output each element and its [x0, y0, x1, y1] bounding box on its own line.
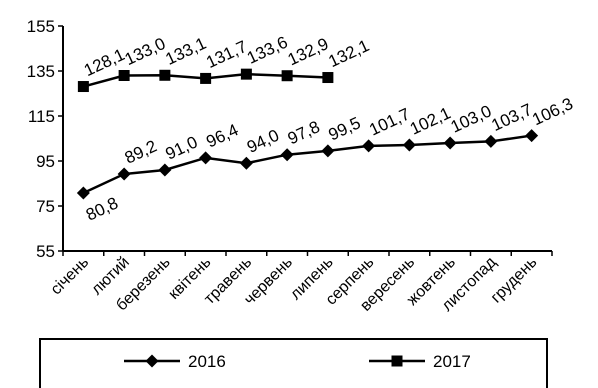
data-labels: 80,889,2 91,0 96,4 94,0 97,8 99,5 101,7102,110…	[81, 33, 576, 225]
legend-marker-2017	[391, 355, 403, 367]
data-label: 99,5	[326, 113, 364, 144]
legend-label-2016: 2016	[188, 352, 226, 371]
series-lines	[76, 68, 539, 200]
data-label: 94,0	[244, 126, 282, 157]
legend-label-2017: 2017	[433, 352, 471, 371]
legend-marker-2016	[145, 354, 159, 368]
series-2016-point	[402, 138, 416, 152]
data-label: 106,3	[529, 94, 576, 129]
series-2016-point	[199, 151, 213, 165]
series-2016-point	[76, 186, 90, 200]
data-label: 80,8	[83, 193, 121, 224]
y-tick-label: 55	[36, 242, 55, 261]
data-label: 131,7	[203, 37, 250, 72]
series-2017-point	[77, 81, 89, 93]
series-2016-point	[280, 148, 294, 162]
series-2017-point	[322, 72, 334, 84]
data-label: 132,9	[285, 34, 332, 69]
series-2017-point	[200, 72, 212, 84]
y-tick-label: 135	[27, 62, 55, 81]
y-tick-label: 115	[28, 107, 55, 126]
data-label: 133,6	[244, 33, 291, 68]
y-tick-label: 95	[36, 152, 55, 171]
series-2016-point	[525, 129, 539, 143]
data-label: 103,0	[448, 101, 495, 136]
series-2016-point	[239, 156, 253, 170]
data-label: 96,4	[203, 120, 241, 151]
series-2017-point	[240, 68, 252, 80]
legend-box	[39, 338, 548, 388]
x-axis: січеньлютийберезеньквітеньтравеньчервень…	[48, 250, 553, 315]
series-2016-point	[158, 163, 172, 177]
y-tick-label: 155	[27, 17, 55, 36]
data-label: 101,7	[366, 104, 413, 139]
x-tick-label: грудень	[488, 254, 541, 307]
series-2016-point	[443, 136, 457, 150]
series-2016-point	[117, 167, 131, 181]
data-label: 133,1	[163, 34, 210, 69]
series-2016-point	[362, 139, 376, 153]
data-label: 132,1	[326, 36, 373, 71]
data-label: 89,2	[122, 136, 160, 167]
series-2017-point	[118, 70, 130, 81]
series-2016-point	[484, 134, 498, 148]
series-2016-line	[82, 134, 532, 195]
series-2017-point	[159, 69, 171, 81]
data-label: 97,8	[285, 117, 323, 148]
legend: 2016 2017	[39, 338, 548, 388]
data-label: 102,1	[407, 103, 454, 138]
series-2016-point	[321, 144, 335, 158]
series-2017-point	[281, 70, 293, 82]
y-tick-label: 75	[36, 197, 55, 216]
data-label: 103,7	[489, 100, 536, 135]
data-label: 91,0	[163, 132, 201, 163]
y-axis: 55 75 95 115 135 155	[27, 17, 64, 261]
